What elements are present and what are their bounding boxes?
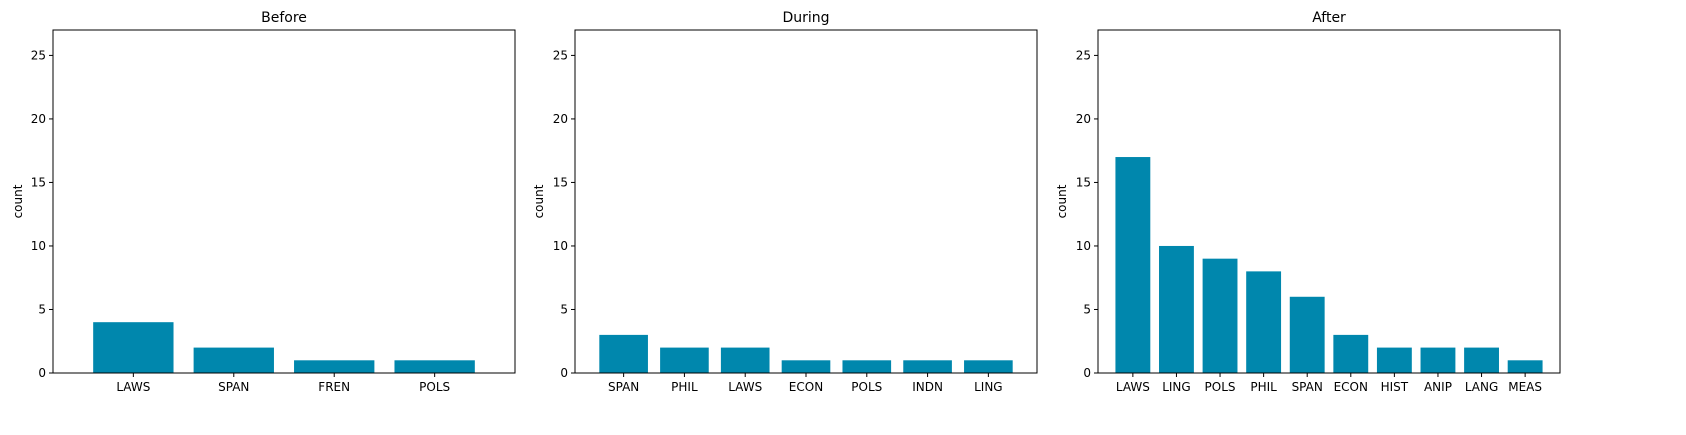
- bar-anip: [1420, 347, 1456, 373]
- y-tick-label: 25: [553, 48, 568, 62]
- y-tick-label: 20: [31, 112, 46, 126]
- y-tick-label: 10: [553, 239, 568, 253]
- x-tick-label: PHIL: [671, 380, 698, 394]
- y-tick-label: 5: [560, 302, 568, 316]
- y-tick-label: 10: [31, 239, 46, 253]
- x-tick-label: ECON: [789, 380, 823, 394]
- bar-pols: [394, 360, 475, 373]
- bar-span: [193, 347, 274, 373]
- x-tick-label: SPAN: [608, 380, 639, 394]
- y-tick-label: 20: [1076, 112, 1091, 126]
- x-tick-label: PHIL: [1250, 380, 1277, 394]
- x-tick-label: LANG: [1465, 380, 1498, 394]
- x-tick-label: INDN: [912, 380, 943, 394]
- x-tick-label: SPAN: [218, 380, 249, 394]
- x-tick-label: SPAN: [1292, 380, 1323, 394]
- x-tick-label: LAWS: [728, 380, 762, 394]
- chart-after: After count LAWS LING POLS PHIL SPAN ECON HIST…: [1055, 10, 1561, 394]
- y-tick-label: 15: [553, 175, 568, 189]
- x-tick-label: POLS: [851, 380, 882, 394]
- chart-before: Before count LAWS SPAN FREN POLS 0 5 10 15 20 25: [11, 10, 516, 394]
- x-tick-label: LING: [1162, 380, 1191, 394]
- y-tick-label: 25: [31, 48, 46, 62]
- bar-lang: [1464, 347, 1499, 373]
- bar-phil: [660, 347, 709, 373]
- bar-hist: [1376, 347, 1412, 373]
- y-tick-label: 0: [1083, 366, 1091, 380]
- bar-ling: [964, 360, 1013, 373]
- y-axis-label: count: [532, 184, 546, 218]
- y-tick-label: 20: [553, 112, 568, 126]
- bar-fren: [294, 360, 375, 373]
- bar-laws: [1115, 157, 1151, 373]
- x-tick-label: ECON: [1334, 380, 1368, 394]
- bar-laws: [720, 347, 770, 373]
- bar-span: [1289, 296, 1325, 373]
- x-tick-label: LAWS: [1116, 380, 1150, 394]
- bar-econ: [1333, 334, 1369, 373]
- y-tick-label: 5: [1083, 302, 1091, 316]
- bar-indn: [903, 360, 952, 373]
- bar-econ: [781, 360, 831, 373]
- plot-frame: [1097, 29, 1561, 374]
- plot-frame: [574, 29, 1038, 374]
- y-tick-label: 10: [1076, 239, 1091, 253]
- x-tick-label: HIST: [1381, 380, 1409, 394]
- chart-title: After: [1312, 10, 1346, 26]
- y-tick-label: 15: [1076, 175, 1091, 189]
- bar-pols: [842, 360, 892, 373]
- x-tick-label: LING: [974, 380, 1003, 394]
- chart-during: During count SPAN PHIL LAWS ECON POLS INDN LIN…: [532, 10, 1038, 394]
- bar-laws: [93, 322, 174, 373]
- y-axis-label: count: [11, 184, 25, 218]
- bar-pols: [1202, 258, 1238, 373]
- x-tick-label: POLS: [419, 380, 450, 394]
- x-tick-label: MEAS: [1508, 380, 1542, 394]
- y-tick-label: 5: [38, 302, 46, 316]
- y-tick-label: 25: [1076, 48, 1091, 62]
- chart-title: Before: [261, 10, 307, 26]
- y-axis-label: count: [1055, 184, 1069, 218]
- x-tick-label: FREN: [318, 380, 350, 394]
- bar-phil: [1246, 271, 1282, 373]
- chart-title: During: [782, 10, 829, 26]
- y-tick-label: 0: [38, 366, 46, 380]
- x-tick-label: LAWS: [116, 380, 150, 394]
- y-tick-label: 0: [560, 366, 568, 380]
- bar-span: [599, 334, 648, 373]
- bar-ling: [1159, 245, 1194, 373]
- x-tick-label: ANIP: [1424, 380, 1452, 394]
- plot-frame: [52, 29, 516, 374]
- bar-meas: [1507, 360, 1543, 373]
- x-tick-label: POLS: [1205, 380, 1236, 394]
- y-tick-label: 15: [31, 175, 46, 189]
